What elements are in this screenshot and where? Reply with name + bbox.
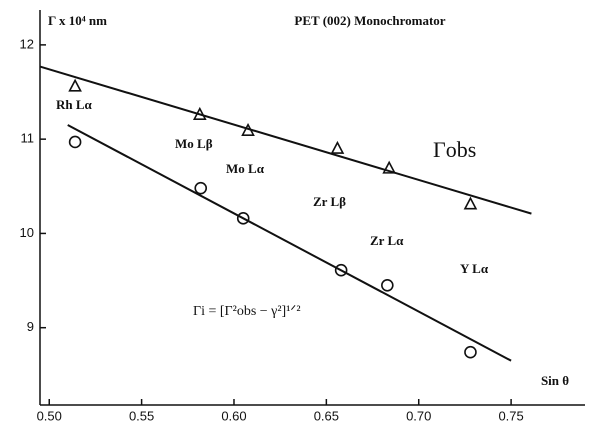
x-tick-label: 0.75 bbox=[498, 408, 523, 423]
point bbox=[381, 278, 394, 292]
point bbox=[68, 135, 82, 149]
x-tick-label: 0.65 bbox=[314, 408, 339, 423]
annotation: Γi = [Γ²obs − γ²]¹ᐟ² bbox=[193, 304, 301, 319]
point bbox=[463, 196, 478, 210]
y-tick-label: 11 bbox=[21, 131, 35, 146]
annotation: Mo Lα bbox=[226, 161, 265, 176]
annotation: Rh Lα bbox=[56, 97, 93, 112]
annotation: Zr Lβ bbox=[313, 194, 346, 209]
x-axis-label: Sin θ bbox=[541, 373, 569, 388]
y-axis-label: Γ x 10⁴ nm bbox=[48, 13, 107, 28]
annotation: Zr Lα bbox=[370, 233, 404, 248]
fit-line bbox=[39, 65, 532, 215]
point bbox=[68, 78, 82, 92]
y-tick-label: 10 bbox=[20, 225, 34, 240]
fit-line bbox=[67, 124, 512, 362]
point bbox=[464, 345, 477, 359]
annotation: Mo Lβ bbox=[175, 136, 213, 151]
annotation: Γobs bbox=[433, 137, 476, 162]
point bbox=[194, 181, 208, 195]
y-tick-label: 9 bbox=[27, 319, 34, 334]
annotation: Y Lα bbox=[460, 261, 489, 276]
x-tick-label: 0.60 bbox=[221, 408, 246, 423]
point bbox=[330, 140, 345, 154]
x-tick-label: 0.55 bbox=[129, 408, 154, 423]
chart-title: PET (002) Monochromator bbox=[294, 13, 445, 28]
x-tick-label: 0.50 bbox=[37, 408, 62, 423]
x-tick-label: 0.70 bbox=[406, 408, 431, 423]
y-tick-label: 12 bbox=[20, 36, 34, 51]
